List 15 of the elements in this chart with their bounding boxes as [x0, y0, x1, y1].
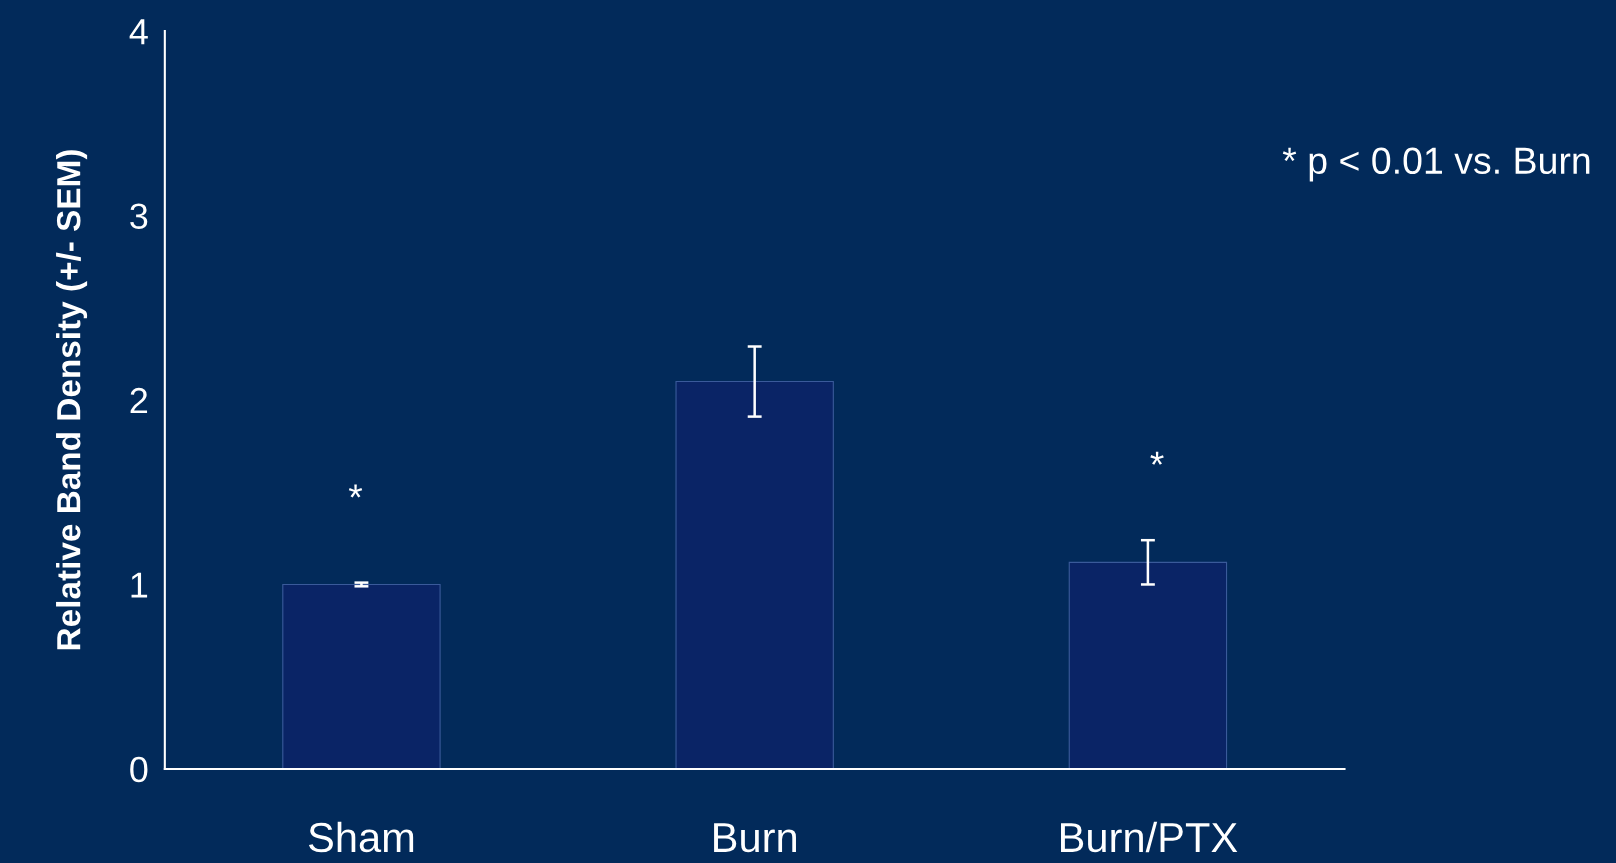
- y-tick-label: 1: [131, 572, 148, 598]
- annotation: * p < 0.01 vs. Burn: [1282, 147, 1590, 182]
- bar: [675, 380, 834, 769]
- y-tick-label: 0: [130, 756, 148, 783]
- y-tick-label: 3: [130, 203, 148, 229]
- x-tick-label: Burn/PTX: [1061, 821, 1238, 853]
- y-tick-label: 2: [130, 387, 148, 414]
- bar: [1068, 561, 1228, 769]
- y-tick-label: 4: [129, 19, 148, 45]
- annotation: *: [1150, 451, 1164, 465]
- bar: [282, 583, 441, 769]
- annotation: *: [348, 484, 363, 498]
- x-tick-label: Burn: [714, 823, 796, 853]
- y-axis-title: Relative Band Density (+/- SEM): [56, 150, 88, 650]
- x-tick-label: Sham: [308, 821, 414, 853]
